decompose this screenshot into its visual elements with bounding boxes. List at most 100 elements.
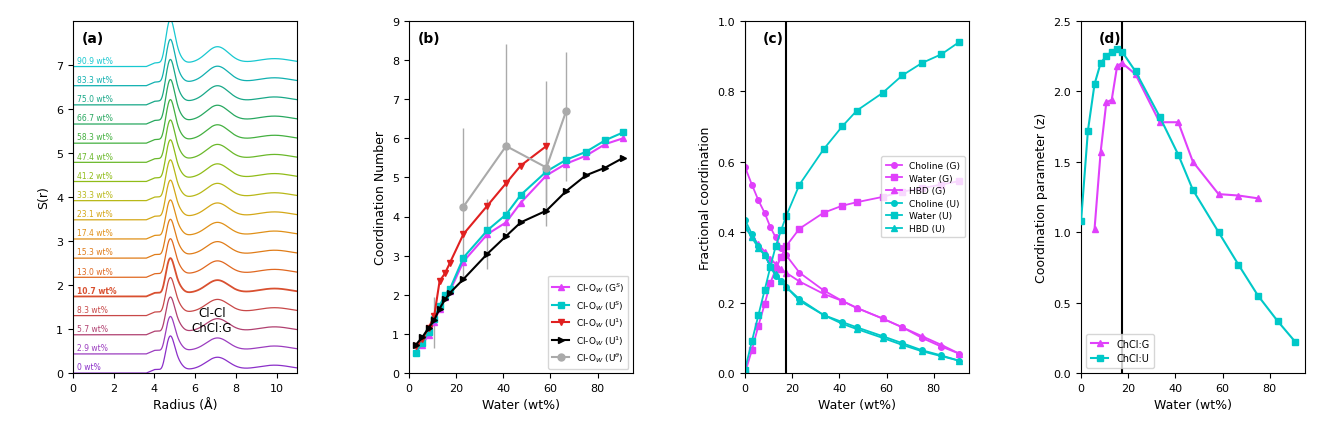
HBD (U) [894, 342, 910, 348]
Cl-O$_W$ (U$^S$) [615, 130, 631, 135]
Water (U) [774, 228, 790, 233]
Water (G) [743, 348, 759, 353]
HBD (G) [791, 279, 807, 284]
Text: 15.3 wt%: 15.3 wt% [77, 248, 113, 257]
ChCl:U [1086, 82, 1102, 88]
Line: Cl-O$_W$ (U$^S$): Cl-O$_W$ (U$^S$) [412, 130, 627, 356]
ChCl:U [1093, 61, 1109, 66]
Water (G) [767, 267, 783, 272]
Choline (U) [750, 244, 766, 249]
Text: 17.4 wt%: 17.4 wt% [77, 229, 113, 238]
Cl-O$_W$ (G$^S$) [427, 320, 443, 325]
ChCl:U [1249, 293, 1265, 299]
Y-axis label: Coordination parameter (z): Coordination parameter (z) [1035, 112, 1048, 283]
Text: 47.4 wt%: 47.4 wt% [77, 152, 113, 161]
Cl-O$_W$ (U$^S$) [513, 193, 529, 198]
Cl-O$_W$ (U$^1$) [427, 314, 443, 319]
Line: HBD (G): HBD (G) [742, 224, 962, 357]
Cl-O$_W$ (U$^1$) [420, 326, 436, 331]
Text: 83.3 wt%: 83.3 wt% [77, 76, 113, 85]
Cl-O$_W$ (U$^1$) [432, 306, 448, 312]
HBD (G) [757, 250, 772, 255]
Water (U) [757, 288, 772, 293]
Legend: Choline (G), Water (G), HBD (G), Choline (U), Water (U), HBD (U): Choline (G), Water (G), HBD (G), Choline… [881, 157, 965, 238]
Cl-O$_W$ (U$^S$) [578, 150, 594, 155]
Line: Choline (G): Choline (G) [742, 165, 962, 357]
Choline (G) [914, 335, 930, 341]
Cl-O$_W$ (U$^\theta$) [538, 166, 554, 171]
ChCl:U [1269, 319, 1285, 324]
Cl-O$_W$ (U$^1$) [578, 173, 594, 179]
Text: (a): (a) [82, 32, 105, 46]
HBD (U) [737, 225, 753, 230]
Cl-O$_W$ (U$^1$) [415, 336, 431, 342]
Cl-O$_W$ (U$^S$) [498, 213, 514, 218]
Line: ChCl:G: ChCl:G [1090, 60, 1261, 233]
Water (G) [835, 204, 851, 209]
ChCl:G [1151, 120, 1167, 125]
Water (U) [835, 125, 851, 130]
Text: 8.3 wt%: 8.3 wt% [77, 305, 109, 314]
HBD (G) [774, 267, 790, 272]
Water (U) [874, 91, 890, 96]
Cl-O$_W$ (U$^S$) [432, 303, 448, 309]
ChCl:G [1249, 196, 1265, 201]
Y-axis label: Fractional coordination: Fractional coordination [700, 126, 712, 269]
Choline (G) [816, 288, 832, 293]
Cl-O$_W$ (U$^S$) [456, 255, 472, 260]
Text: 66.7 wt%: 66.7 wt% [77, 114, 113, 123]
Choline (G) [791, 270, 807, 276]
Cl-O$_W$ (U$^S$) [538, 169, 554, 174]
Text: (d): (d) [1098, 32, 1122, 46]
Cl-O$_W$ (G$^S$) [578, 154, 594, 159]
Cl-O$_W$ (U$^1$) [480, 251, 496, 256]
Choline (U) [934, 353, 950, 358]
Choline (G) [737, 165, 753, 170]
Cl-O$_W$ (G$^S$) [498, 220, 514, 226]
Line: ChCl:U: ChCl:U [1077, 46, 1298, 346]
Choline (G) [750, 198, 766, 204]
HBD (G) [951, 351, 967, 356]
Cl-O$_W$ (U$^\theta$) [456, 205, 472, 210]
Choline (U) [835, 320, 851, 325]
Choline (U) [874, 334, 890, 339]
ChCl:U [1104, 50, 1120, 55]
Choline (U) [778, 285, 794, 290]
Water (G) [914, 186, 930, 191]
Cl-O$_W$ (G$^S$) [432, 306, 448, 312]
ChCl:G [1185, 160, 1200, 165]
Text: 41.2 wt%: 41.2 wt% [77, 171, 113, 181]
Cl-O$_W$ (U$^\theta$) [498, 144, 514, 149]
Text: 33.3 wt%: 33.3 wt% [77, 191, 113, 200]
Text: (c): (c) [763, 32, 784, 46]
Choline (U) [849, 325, 865, 330]
Cl-O$_W$ (U$^S$) [408, 350, 424, 355]
Text: 5.7 wt%: 5.7 wt% [77, 324, 109, 333]
Water (G) [778, 244, 794, 249]
Line: Cl-O$_W$ (U$^\theta$): Cl-O$_W$ (U$^\theta$) [460, 108, 570, 210]
Choline (U) [762, 263, 778, 269]
Cl-O$_W$ (U$^1$) [480, 204, 496, 209]
Cl-O$_W$ (U$^1$) [443, 260, 458, 266]
HBD (G) [778, 270, 794, 276]
Water (U) [934, 53, 950, 58]
Text: 2.9 wt%: 2.9 wt% [77, 343, 109, 352]
Water (G) [816, 210, 832, 216]
HBD (U) [757, 253, 772, 258]
Text: 13.0 wt%: 13.0 wt% [77, 267, 113, 276]
Cl-O$_W$ (U$^1$) [456, 277, 472, 282]
Line: HBD (U): HBD (U) [742, 224, 962, 364]
ChCl:G [1170, 120, 1186, 125]
Water (U) [914, 61, 930, 66]
HBD (G) [849, 306, 865, 311]
Water (G) [934, 183, 950, 188]
Water (G) [874, 195, 890, 200]
ChCl:G [1104, 98, 1120, 103]
Water (G) [774, 255, 790, 260]
Cl-O$_W$ (U$^1$) [558, 189, 574, 194]
HBD (U) [951, 358, 967, 364]
Text: 0 wt%: 0 wt% [77, 362, 101, 372]
Cl-O$_W$ (G$^S$) [443, 289, 458, 294]
Choline (G) [951, 351, 967, 356]
Water (U) [791, 183, 807, 188]
